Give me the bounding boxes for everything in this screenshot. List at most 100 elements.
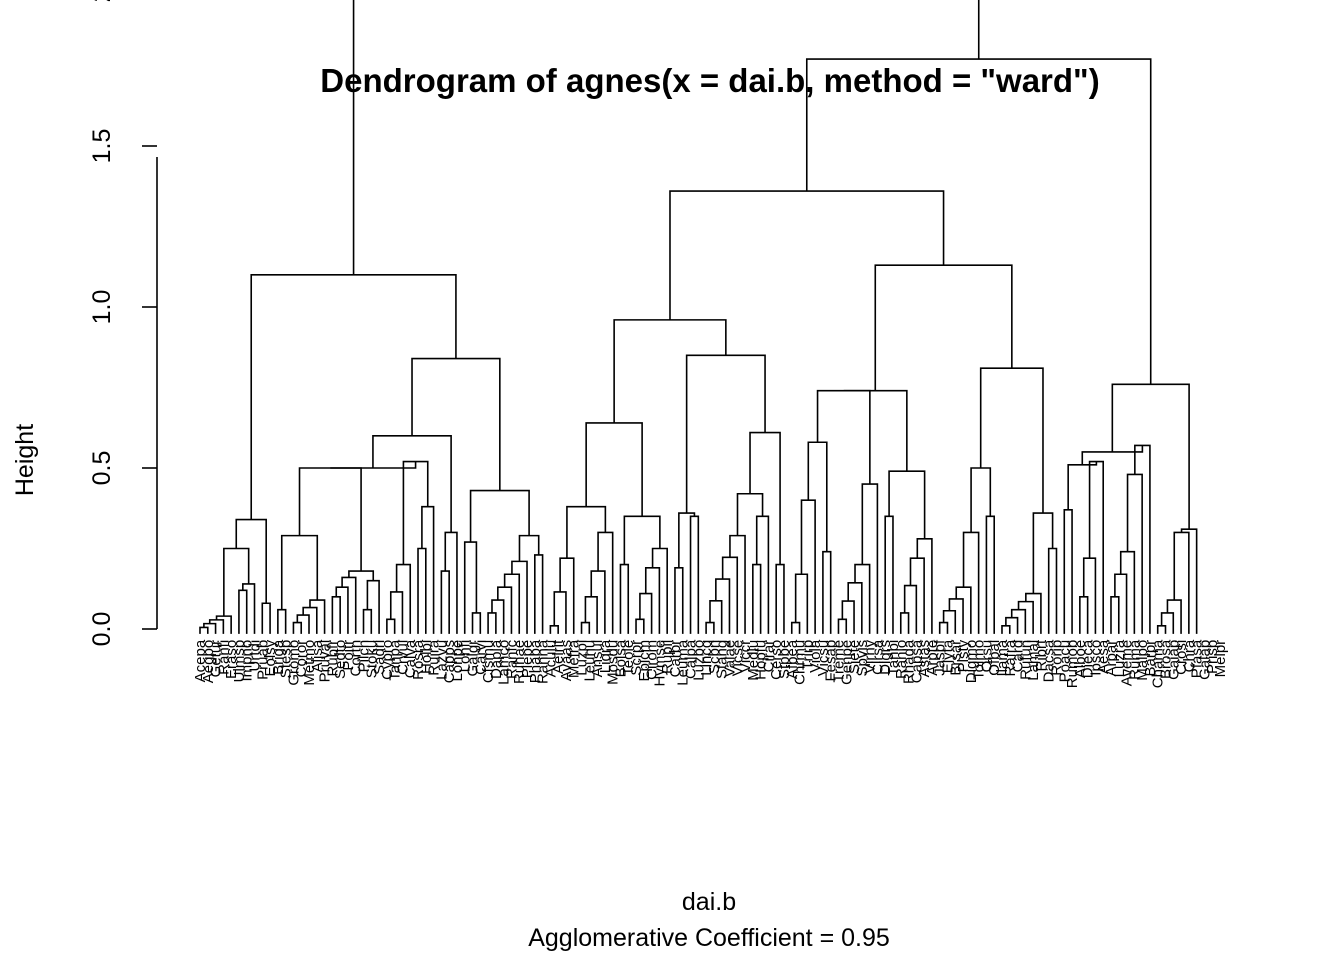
merge-link: [341, 576, 357, 634]
leaf-label: Briga: [270, 639, 287, 675]
leaf-label: Leuhu: [581, 640, 598, 682]
merge-link: [534, 554, 544, 634]
merge-link: [421, 505, 435, 634]
leaf-label: Astas: [916, 640, 933, 678]
leaf-label: Teole: [620, 640, 637, 676]
leaf-label: Lincq: [698, 640, 715, 676]
leaf-label: Carvi: [472, 640, 489, 675]
leaf-label: Plepe: [519, 640, 536, 678]
leaf-label: Eolsy: [262, 639, 279, 676]
leaf-label: Card: [1010, 640, 1027, 673]
chart-title: Dendrogram of agnes(x = dai.b, method = …: [320, 62, 1099, 99]
leaf-label: Cortn: [348, 640, 365, 677]
leaf-label: Acepa: [192, 639, 209, 682]
merge-link: [847, 582, 863, 634]
leaf-label: Coror: [293, 640, 310, 678]
leaf-label: Digmo: [963, 640, 980, 683]
leaf-label: Stang: [714, 640, 731, 679]
merge-link: [471, 612, 482, 634]
leaf-label: Scbn: [706, 640, 723, 674]
leaf-label: Pfasa: [1189, 639, 1206, 678]
y-tick-label: 1.0: [88, 290, 116, 325]
merge-link: [199, 626, 209, 634]
merge-link: [261, 602, 271, 634]
leaf-label: Ribrt: [1033, 639, 1050, 672]
merge-link: [775, 563, 785, 634]
merge-link: [250, 274, 457, 520]
leaf-label: Urtdi: [247, 640, 264, 672]
leaf-label: Rorip: [1048, 640, 1065, 676]
leaf-label: Ulmsp: [231, 640, 248, 683]
merge-link: [395, 563, 412, 634]
leaf-label: Pruval: [317, 640, 334, 683]
merge-link: [296, 614, 310, 634]
leaf-label: Aegpo: [200, 640, 217, 683]
dendrogram-tree: [199, 0, 1198, 634]
merge-link: [1079, 596, 1089, 634]
merge-link: [1001, 624, 1011, 634]
merge-link: [644, 567, 661, 634]
merge-link: [899, 612, 910, 634]
leaf-label: Spvis: [854, 640, 871, 677]
leaf-label: Lonfi: [457, 640, 474, 673]
leaf-label: Vicsu: [815, 640, 832, 676]
merge-link: [800, 499, 816, 634]
merge-link: [352, 0, 980, 275]
leaf-label: Ranfi: [215, 640, 232, 675]
merge-link: [807, 441, 828, 552]
leaf-label: Valae: [721, 640, 738, 677]
merge-link: [970, 467, 992, 533]
merge-link: [613, 319, 727, 423]
leaf-label: Ofbal: [986, 640, 1003, 676]
merge-link: [585, 422, 643, 517]
merge-link: [497, 586, 513, 634]
merge-link: [635, 618, 645, 634]
leaf-label: Calpa: [683, 639, 700, 679]
merge-link: [298, 467, 362, 572]
leaf-label: Ranna: [535, 639, 552, 684]
merge-link: [553, 591, 567, 634]
y-tick-label: 2.0: [88, 0, 116, 2]
leaf-label: Cerso: [768, 640, 785, 680]
leaf-label: Aesa: [1095, 639, 1112, 674]
leaf-label: Phaba: [527, 639, 544, 683]
leaf-label: Sadri: [371, 640, 388, 675]
merge-link: [1088, 460, 1105, 634]
merge-link: [1119, 550, 1136, 634]
leaf-label: Genpe: [838, 640, 855, 685]
y-tick-label: 0.0: [88, 612, 116, 647]
merge-link: [330, 461, 417, 469]
merge-link: [715, 578, 731, 634]
merge-link: [559, 557, 575, 634]
leaf-label: Hymse: [651, 640, 668, 687]
leaf-label: Digrs: [877, 640, 894, 675]
leaf-label: Pruab: [254, 640, 271, 680]
merge-link: [280, 534, 319, 610]
leaf-label: Vicse: [729, 640, 746, 676]
merge-link: [1047, 547, 1058, 634]
leaf-label: Afbea: [784, 639, 801, 679]
merge-link: [822, 550, 832, 634]
leaf-label: Ipsco: [1087, 640, 1104, 676]
leaf-label: Poacu: [1056, 640, 1073, 683]
merge-link: [888, 470, 926, 539]
merge-link: [203, 622, 217, 634]
leaf-label: Epicm: [636, 640, 653, 682]
merge-link: [1067, 461, 1098, 510]
merge-link: [518, 534, 540, 562]
leaf-label: Rubfr: [324, 640, 341, 677]
merge-link: [639, 592, 653, 634]
leaf-label: Capsa: [908, 639, 925, 683]
merge-link: [1110, 596, 1120, 634]
leaf-label: Brosa: [1157, 639, 1174, 679]
leaf-label: Mefra: [566, 639, 583, 678]
leaf-label: Viola: [807, 639, 824, 673]
merge-link: [689, 515, 700, 634]
leaf-label: Medlu: [745, 640, 762, 681]
leaf-label: Chrmu: [792, 640, 809, 685]
merge-link: [1114, 573, 1128, 634]
merge-link: [302, 606, 318, 634]
leaf-label: Stesp: [278, 640, 295, 678]
merge-link: [469, 489, 530, 543]
